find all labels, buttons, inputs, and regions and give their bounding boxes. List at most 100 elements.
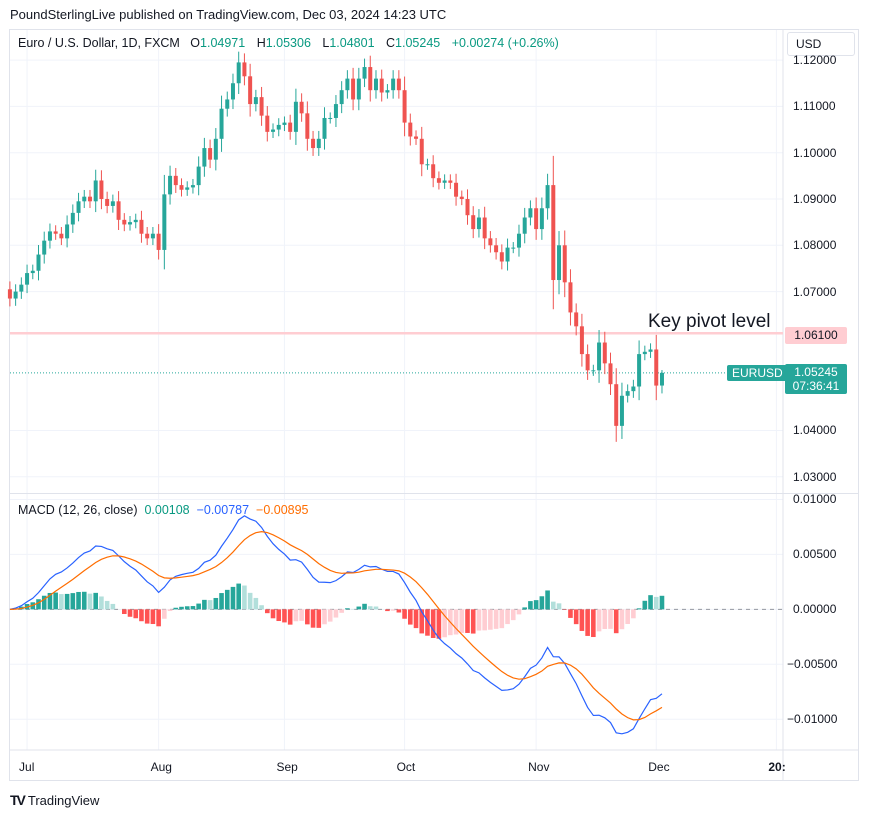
candle-body (631, 386, 636, 392)
candle-body (602, 342, 607, 364)
macd-histogram-bar (219, 593, 224, 610)
candle-body (139, 219, 144, 234)
macd-histogram-bar (499, 609, 505, 629)
macd-histogram-bar (190, 606, 196, 610)
macd-histogram-bar (551, 601, 556, 610)
candle-body (168, 175, 173, 195)
symbol-title: Euro / U.S. Dollar, 1D, FXCM (18, 36, 180, 50)
price-axis-label: 1.03000 (793, 469, 837, 484)
candle-body (659, 372, 664, 386)
candle-body (13, 291, 18, 299)
macd-histogram-bar (287, 609, 293, 625)
price-axis-label: 1.10000 (793, 145, 837, 160)
macd-histogram-bar (419, 609, 425, 634)
macd-histogram-bar (253, 597, 259, 610)
candle-body (471, 215, 476, 230)
last-price-tag: 1.05245 07:36:41 (785, 364, 847, 394)
candle-body (208, 148, 213, 160)
macd-histogram-bar (139, 609, 144, 622)
macd-histogram-bar (207, 600, 213, 610)
macd-histogram-bar (608, 609, 613, 629)
currency-button[interactable]: USD (787, 32, 855, 56)
candle-body (242, 62, 247, 77)
macd-histogram-bar (93, 592, 98, 610)
macd-legend: MACD (12, 26, close) 0.00108 −0.00787 −0… (18, 503, 309, 517)
time-axis-label: Nov (528, 760, 550, 774)
macd-histogram-bar (36, 599, 41, 610)
macd-histogram-bar (373, 606, 379, 610)
close-label: C (386, 36, 396, 50)
macd-histogram-bar (322, 609, 327, 625)
macd-histogram-bar (87, 593, 93, 610)
candle-body (465, 198, 470, 216)
macd-histogram-bar (173, 607, 179, 610)
candle-body (562, 245, 567, 283)
candle-body (499, 252, 504, 262)
candle-body (276, 124, 281, 130)
low-label: L (322, 36, 330, 50)
macd-histogram-bar (99, 596, 104, 610)
macd-histogram-bar (648, 595, 653, 610)
candle-body (545, 185, 550, 209)
macd-histogram-bar (104, 600, 110, 610)
macd-histogram-bar (345, 608, 350, 610)
macd-histogram-bar (459, 609, 465, 633)
macd-histogram-bar (522, 607, 527, 610)
tradingview-logo[interactable]: TV TradingView (10, 792, 99, 808)
price-axis-label: 1.11000 (793, 99, 836, 114)
candle-body (99, 180, 104, 199)
macd-histogram-bar (53, 592, 58, 610)
macd-histogram-bar (167, 609, 173, 612)
candle-body (122, 219, 127, 225)
macd-histogram-bar (465, 609, 470, 633)
candle-body (614, 384, 619, 426)
candle-body (436, 178, 441, 183)
candle-body (597, 342, 602, 371)
candle-body (288, 122, 293, 132)
macd-histogram-bar (659, 595, 665, 610)
price-axis-label: 1.04000 (793, 423, 837, 438)
candle-body (385, 90, 390, 93)
time-axis-label: Oct (396, 760, 416, 774)
macd-line-value: −0.00787 (196, 503, 250, 517)
candle-body (568, 282, 573, 313)
candle-body (30, 270, 35, 274)
candle-body (414, 136, 419, 139)
macd-histogram-bar (470, 609, 476, 634)
candle-body (442, 180, 447, 183)
candle-body (173, 175, 178, 186)
price-axis-label: 1.07000 (793, 284, 837, 299)
candle-body (7, 289, 12, 299)
macd-axis-label: −0.00500 (787, 657, 838, 672)
candle-body (356, 78, 361, 100)
candle-body (145, 233, 150, 239)
macd-histogram-bar (47, 592, 53, 610)
macd-histogram-bar (493, 609, 499, 629)
open-label: O (190, 36, 201, 50)
macd-histogram-bar (110, 603, 116, 610)
candle-body (133, 219, 138, 223)
macd-histogram-bar (385, 609, 390, 612)
candle-body (654, 349, 659, 386)
candle-body (93, 180, 98, 202)
candle-body (293, 101, 298, 132)
published-caption: PoundSterlingLive published on TradingVi… (10, 7, 447, 22)
candle-body (379, 78, 384, 93)
macd-histogram-bar (408, 609, 413, 625)
candle-body (156, 233, 161, 250)
macd-histogram-bar (613, 609, 619, 634)
candle-body (574, 312, 579, 327)
candle-body (230, 83, 235, 100)
macd-histogram-bar (293, 609, 299, 622)
candle-body (259, 97, 264, 116)
time-axis-label: Sep (276, 760, 298, 774)
low-value: 1.04801 (329, 36, 375, 50)
bar-countdown: 07:36:41 (792, 379, 840, 393)
candle-body (59, 233, 64, 239)
macd-axis-label: 0.00000 (793, 602, 837, 617)
candle-body (482, 217, 487, 239)
high-value: 1.05306 (265, 36, 311, 50)
candle-body (402, 90, 407, 123)
macd-histogram-bar (259, 605, 264, 610)
